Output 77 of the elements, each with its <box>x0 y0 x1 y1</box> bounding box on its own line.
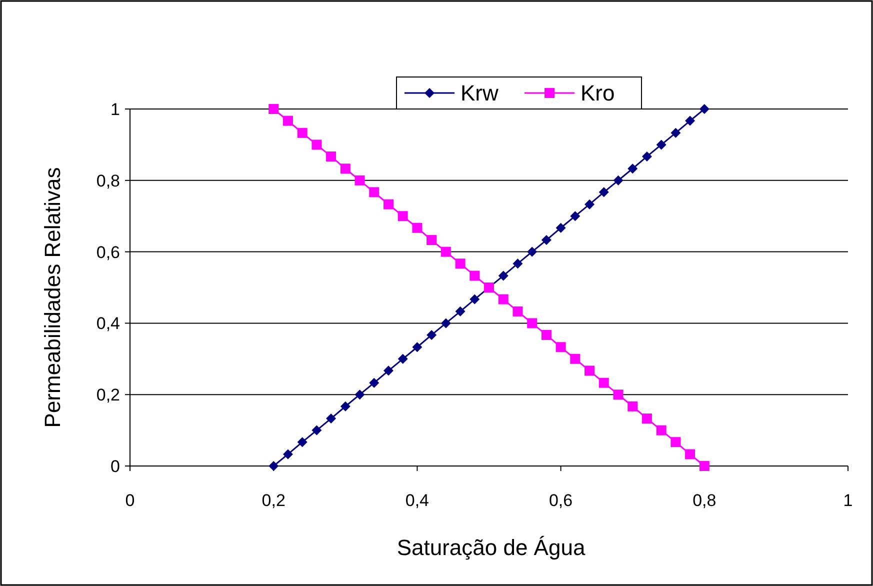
point <box>354 390 365 400</box>
legend-label: Kro <box>580 80 615 106</box>
y-axis-title: Permeabilidades Relativas <box>40 167 65 428</box>
x-tick-label: 0,2 <box>262 491 286 510</box>
point <box>470 270 480 281</box>
y-tick-label: 0 <box>110 456 120 476</box>
point <box>699 461 710 471</box>
y-tick-label: 0,6 <box>96 242 120 262</box>
point <box>297 128 308 138</box>
point <box>412 222 422 233</box>
point <box>354 175 365 186</box>
point <box>685 449 696 460</box>
point <box>628 164 638 174</box>
point <box>541 235 552 246</box>
point <box>282 116 293 126</box>
point <box>656 425 666 436</box>
point <box>340 401 350 412</box>
point <box>598 378 609 388</box>
point <box>268 461 279 471</box>
point <box>527 246 538 257</box>
y-tick-label: 0,8 <box>96 171 120 190</box>
x-tick-label: 0,6 <box>548 491 573 510</box>
x-axis-title: Saturação de Água <box>396 535 586 560</box>
x-tick-label: 1 <box>843 491 853 510</box>
point <box>570 354 580 364</box>
point <box>512 306 523 316</box>
point <box>656 140 666 150</box>
point <box>685 116 696 126</box>
point <box>642 414 652 424</box>
point <box>541 330 552 340</box>
point <box>369 378 380 388</box>
point <box>498 270 508 281</box>
x-tick-label: 0 <box>125 491 135 510</box>
point <box>440 318 451 328</box>
point <box>628 401 638 412</box>
point <box>440 246 451 257</box>
point <box>613 390 624 400</box>
point <box>282 449 293 460</box>
point <box>326 414 336 424</box>
point <box>570 211 580 222</box>
point <box>598 187 609 198</box>
point <box>455 258 466 269</box>
point <box>340 164 350 174</box>
point <box>312 140 322 150</box>
point <box>398 354 408 364</box>
point <box>670 437 681 448</box>
point <box>556 342 566 352</box>
legend-label: Krw <box>460 80 498 106</box>
point <box>670 128 681 138</box>
point <box>613 175 624 186</box>
point <box>383 199 394 210</box>
point <box>470 294 480 304</box>
point <box>699 104 710 114</box>
point <box>455 306 466 316</box>
point <box>268 104 279 114</box>
point <box>312 425 322 436</box>
x-tick-label: 0,8 <box>692 491 716 510</box>
point <box>398 211 408 222</box>
point <box>642 151 652 162</box>
point <box>556 222 566 233</box>
point <box>383 366 394 376</box>
point <box>297 437 308 448</box>
point <box>498 294 508 304</box>
y-tick-label: 1 <box>110 100 120 119</box>
y-tick-label: 0,4 <box>96 314 120 334</box>
point <box>527 318 538 328</box>
y-tick-label: 0,2 <box>96 386 120 405</box>
point <box>512 258 523 269</box>
point <box>484 282 494 292</box>
point <box>326 151 336 162</box>
point <box>412 342 422 352</box>
point <box>369 187 380 198</box>
point <box>426 330 437 340</box>
point <box>426 235 437 246</box>
point <box>584 199 595 210</box>
x-tick-label: 0,4 <box>405 491 430 510</box>
point <box>584 366 595 376</box>
